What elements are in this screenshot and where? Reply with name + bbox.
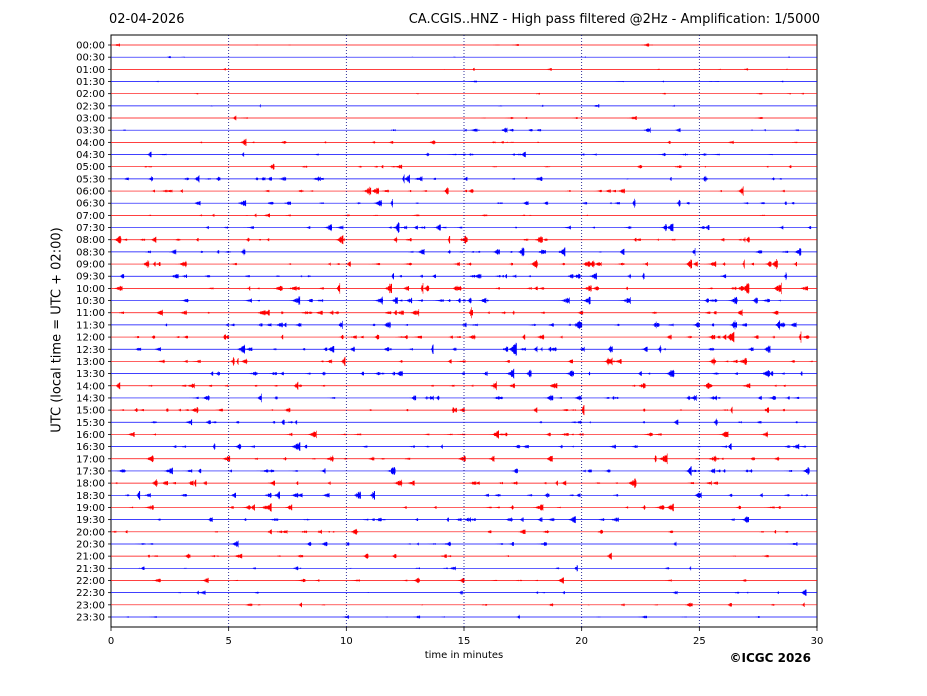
y-tick-label: 04:00 <box>76 138 105 149</box>
copyright-label: ©ICGC 2026 <box>729 651 811 665</box>
x-tick-label: 0 <box>108 636 114 647</box>
trace-bursts <box>172 589 807 596</box>
x-tick-label: 5 <box>225 636 231 647</box>
y-tick-label: 18:00 <box>76 479 105 490</box>
y-tick-label: 19:00 <box>76 503 105 514</box>
y-tick-label: 09:00 <box>76 260 105 271</box>
y-tick-label: 08:30 <box>76 247 105 258</box>
trace-bursts <box>130 342 771 356</box>
y-tick-label: 02:30 <box>76 101 105 112</box>
y-tick-label: 14:30 <box>76 393 105 404</box>
y-tick-label: 22:30 <box>76 588 105 599</box>
y-tick-label: 10:00 <box>76 284 105 295</box>
y-tick-label: 00:00 <box>76 41 105 52</box>
y-tick-label: 19:30 <box>76 515 105 526</box>
y-tick-label: 10:30 <box>76 296 105 307</box>
y-tick-label: 12:30 <box>76 345 105 356</box>
y-tick-label: 16:30 <box>76 442 105 453</box>
x-tick-label: 25 <box>693 636 706 647</box>
y-tick-label: 22:00 <box>76 576 105 587</box>
y-tick-label: 20:00 <box>76 527 105 538</box>
y-tick-label: 23:00 <box>76 600 105 611</box>
y-tick-label: 17:00 <box>76 454 105 465</box>
y-tick-label: 01:00 <box>76 65 105 76</box>
y-tick-label: 03:00 <box>76 114 105 125</box>
y-tick-label: 09:30 <box>76 272 105 283</box>
grid-group <box>228 35 700 627</box>
y-tick-label: 05:30 <box>76 174 105 185</box>
trace-bursts <box>189 393 800 403</box>
y-tick-label: 14:00 <box>76 381 105 392</box>
trace-bursts <box>112 466 810 476</box>
x-tick-label: 10 <box>340 636 353 647</box>
y-tick-label: 01:30 <box>76 77 105 88</box>
trace-bursts <box>208 104 675 108</box>
y-tick-label: 00:30 <box>76 53 105 64</box>
y-tick-label: 11:00 <box>76 308 105 319</box>
trace-group <box>109 43 817 620</box>
trace-bursts <box>140 259 797 270</box>
x-tick-group: 0 5 10 15 20 25 30 <box>108 627 824 647</box>
y-tick-label: 13:00 <box>76 357 105 368</box>
y-tick-label: 06:00 <box>76 187 105 198</box>
x-axis-label: time in minutes <box>424 650 504 661</box>
y-tick-label: 20:30 <box>76 539 105 550</box>
y-tick-label: 23:30 <box>76 612 105 623</box>
x-tick-label: 15 <box>458 636 471 647</box>
y-tick-label: 08:00 <box>76 235 105 246</box>
y-tick-label: 13:30 <box>76 369 105 380</box>
y-tick-label: 02:00 <box>76 89 105 100</box>
chart-title: CA.CGIS..HNZ - High pass filtered @2Hz -… <box>408 12 820 27</box>
y-tick-label: 16:00 <box>76 430 105 441</box>
y-tick-label: 05:00 <box>76 162 105 173</box>
y-tick-label: 07:00 <box>76 211 105 222</box>
y-tick-label: 18:30 <box>76 491 105 502</box>
x-tick-label: 30 <box>811 636 824 647</box>
y-tick-label: 21:30 <box>76 564 105 575</box>
y-tick-label: 07:30 <box>76 223 105 234</box>
y-tick-label: 04:30 <box>76 150 105 161</box>
y-tick-label: 15:30 <box>76 418 105 429</box>
y-tick-label: 11:30 <box>76 320 105 331</box>
y-tick-label: 12:00 <box>76 333 105 344</box>
trace-bursts <box>126 430 768 439</box>
x-tick-label: 20 <box>575 636 588 647</box>
y-tick-label: 03:30 <box>76 126 105 137</box>
y-tick-label: 06:30 <box>76 199 105 210</box>
y-tick-label: 17:30 <box>76 466 105 477</box>
date-label: 02-04-2026 <box>109 12 185 27</box>
y-tick-label: 15:00 <box>76 406 105 417</box>
y-tick-label: 21:00 <box>76 552 105 563</box>
plot-frame <box>110 34 818 628</box>
